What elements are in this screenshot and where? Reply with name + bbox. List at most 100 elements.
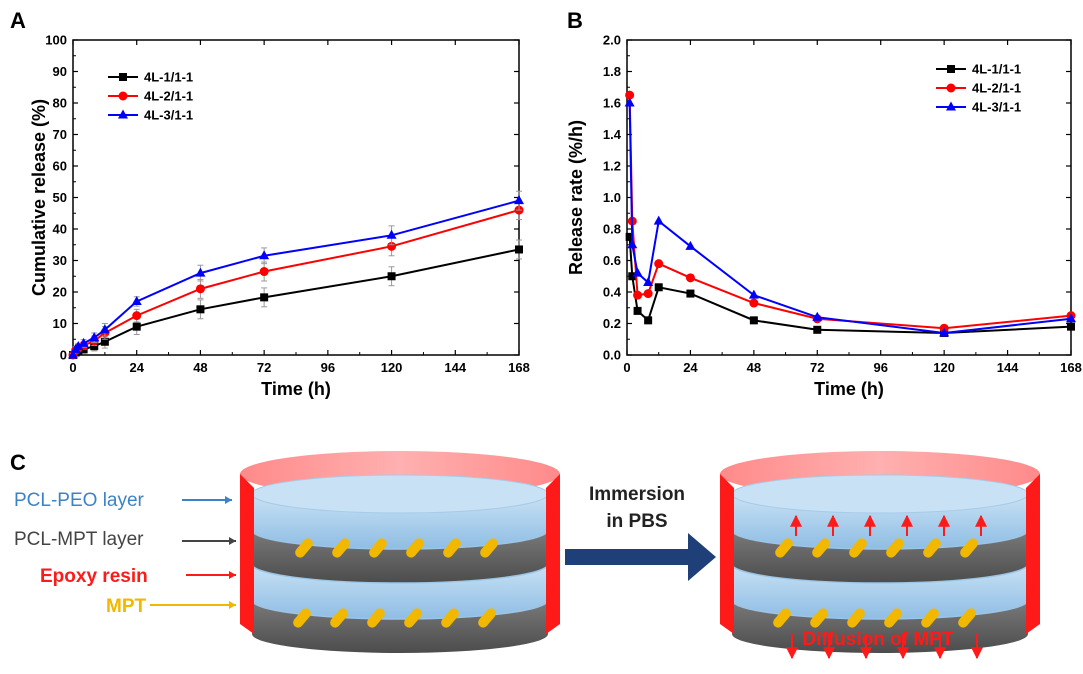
mpt-particle [478,608,496,628]
y-tick-label: 20 [53,285,67,300]
data-point [628,272,637,281]
cylinder-before [240,451,560,653]
y-tick-label: 10 [53,316,67,331]
data-point [749,298,759,308]
label-diffusion: Diffusion of MPT [803,629,954,650]
layer-edge [731,599,1029,620]
data-point [1066,313,1076,323]
data-point [68,349,78,359]
legend-label: 4L-3/1-1 [144,108,193,123]
data-point [259,250,270,260]
mpt-particle [480,538,498,558]
data-point [624,97,635,107]
y-tick-label: 0.6 [603,253,621,268]
panel-label-b: B [567,8,583,33]
mpt-particle [295,538,313,558]
process-label-line2: in PBS [606,511,667,532]
y-tick-label: 0.4 [603,285,622,300]
y-tick-label: 1.6 [603,96,621,111]
data-point [100,337,109,346]
data-point [632,267,643,277]
y-tick-label: 1.0 [603,190,621,205]
x-tick-label: 120 [381,360,403,375]
pcl-mpt-layer-bottom [732,600,1028,653]
data-point [132,311,142,321]
y-tick-label: 60 [53,159,67,174]
pcl-peo-layer-bottom [732,564,1028,619]
process-label-line1: Immersion [589,484,685,505]
mpt-particle [923,538,941,558]
epoxy-wall-right [1026,474,1040,634]
data-point [749,316,758,325]
y-tick-label: 2.0 [603,33,621,48]
data-point [1067,322,1075,331]
y-tick-label: 80 [53,96,67,111]
x-tick-label: 120 [933,360,955,375]
x-tick-label: 144 [444,360,466,375]
data-point [90,342,99,351]
pcl-mpt-layer-top [252,530,548,583]
label-pcl-mpt: PCL-MPT layer [14,529,144,550]
mpt-particle [775,538,793,558]
arrow-head-pcl-peo [225,496,232,504]
series-line [72,209,520,356]
x-axis-label: Time (h) [261,379,331,399]
legend-marker [118,109,128,119]
arrow-head-mpt [229,601,236,609]
data-point [387,272,396,281]
layer-edge [251,599,549,620]
layer-edge [731,529,1029,550]
y-tick-label: 100 [45,33,67,48]
data-point [131,295,142,305]
data-point [89,332,100,342]
cylinder-after [720,451,1040,660]
data-point [259,267,269,277]
label-epoxy: Epoxy resin [40,566,148,587]
mpt-particle [369,538,387,558]
y-axis-label: Release rate (%/h) [566,120,586,275]
mpt-particle [332,538,350,558]
data-point [73,340,84,350]
panel-label-a: A [10,8,26,33]
data-point [260,293,269,302]
arrow-head-pcl-mpt [229,537,236,545]
x-axis-label: Time (h) [814,379,884,399]
mpt-particle [810,608,828,628]
label-mpt: MPT [106,596,147,617]
x-tick-label: 48 [193,360,207,375]
data-point [633,306,642,315]
mpt-particle [406,538,424,558]
data-point [685,273,695,283]
data-point [132,322,141,331]
y-tick-label: 0.0 [603,348,621,363]
y-tick-label: 1.4 [603,127,622,142]
data-point [386,229,397,239]
mpt-particle [958,608,976,628]
y-tick-label: 40 [53,222,67,237]
x-tick-label: 96 [873,360,887,375]
mpt-particle [404,608,422,628]
data-point [633,290,643,300]
y-tick-label: 1.8 [603,64,621,79]
y-tick-label: 1.2 [603,159,621,174]
mpt-particle [886,538,904,558]
y-tick-label: 50 [53,190,67,205]
plot-frame [72,39,520,356]
y-tick-label: 90 [53,64,67,79]
x-tick-label: 168 [1060,360,1082,375]
legend-label: 4L-3/1-1 [972,100,1021,115]
series-line [628,102,1072,334]
x-tick-label: 24 [129,360,144,375]
data-point [78,337,89,347]
top-face [251,474,549,514]
mpt-particle [293,608,311,628]
data-point [748,289,759,299]
data-point [812,311,823,321]
mpt-particle [884,608,902,628]
x-tick-label: 96 [321,360,335,375]
pcl-peo-layer-bottom [252,564,548,619]
data-point [195,284,205,294]
epoxy-wall-left [240,474,254,634]
data-point [625,90,635,100]
